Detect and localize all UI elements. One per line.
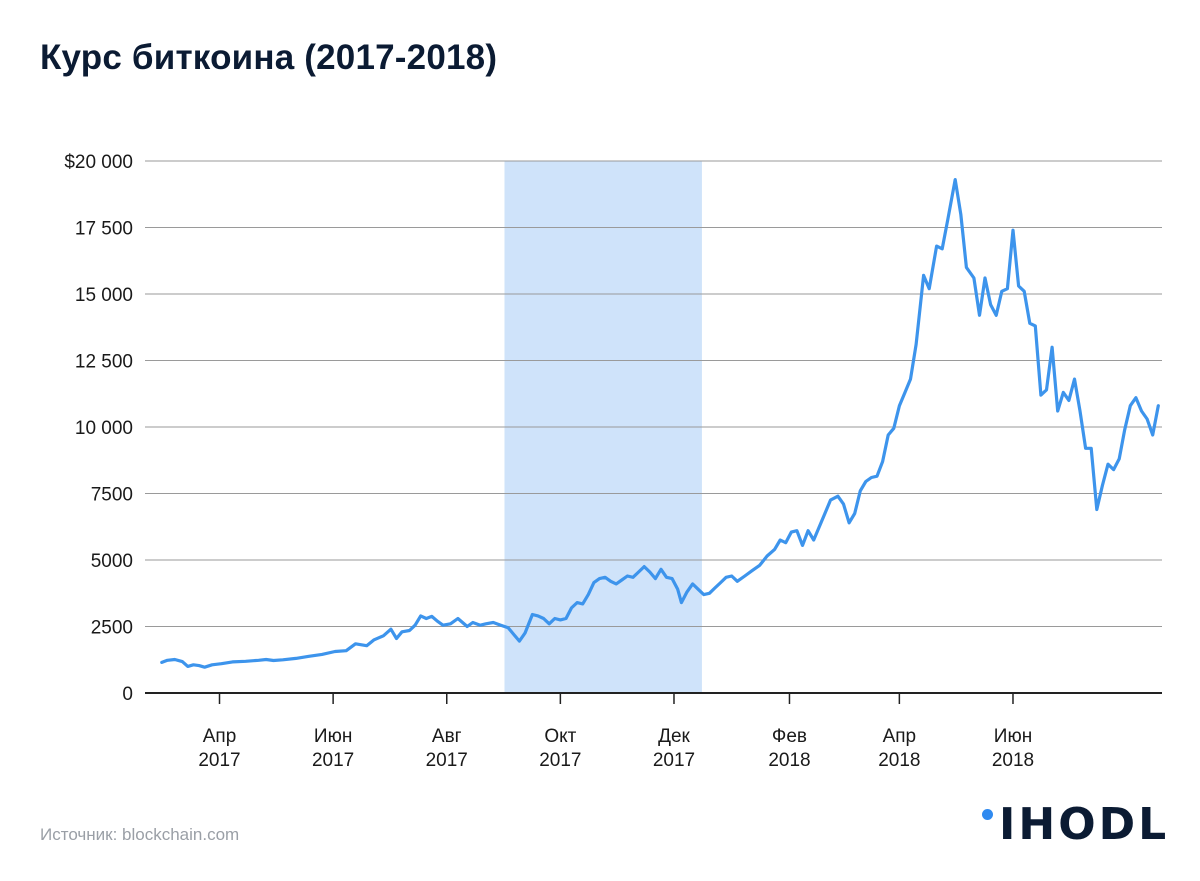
x-tick-year: 2017 (426, 750, 468, 771)
y-tick-label: $20 000 (64, 152, 133, 173)
price-series-line (160, 178, 1160, 669)
grid-lines (145, 160, 1162, 627)
x-axis: Апр 2017 Июн 2017 Авг 2017 Окт 2017 Дек 2017 Фев 20… (145, 692, 1162, 771)
y-tick-label: 2500 (91, 618, 133, 639)
y-axis-ticks: 0 2500 5000 7500 10 000 12 500 15 000 17 500 $20… (64, 152, 133, 705)
x-tick-year: 2017 (653, 750, 695, 771)
x-tick-year: 2018 (768, 750, 810, 771)
x-tick-month: Июн (994, 726, 1032, 747)
x-tick-month: Фев (772, 726, 807, 747)
y-tick-label: 12 500 (75, 352, 133, 373)
x-tick-year: 2017 (539, 750, 581, 771)
y-tick-label: 5000 (91, 551, 133, 572)
logo-dot-icon (982, 808, 993, 820)
y-tick-label: 0 (122, 684, 133, 705)
x-tick-month: Апр (883, 726, 917, 747)
x-tick-month: Апр (203, 726, 237, 747)
x-tick-year: 2018 (992, 750, 1034, 771)
x-tick-year: 2017 (312, 750, 354, 771)
x-tick-year: 2018 (878, 750, 920, 771)
x-tick-month: Июн (314, 726, 352, 747)
logo-text: IHODL (999, 799, 1170, 850)
y-tick-label: 10 000 (75, 418, 133, 439)
y-tick-label: 17 500 (75, 219, 133, 240)
x-tick-month: Дек (658, 726, 690, 747)
x-tick-month: Окт (544, 726, 576, 747)
chart-title: Курс биткоина (2017-2018) (40, 38, 498, 77)
ihodl-logo[interactable]: IHODL (982, 800, 1169, 850)
x-tick-year: 2017 (198, 750, 240, 771)
x-tick-month: Авг (432, 726, 462, 747)
source-note: Источник: blockchain.com (40, 825, 240, 844)
y-tick-label: 15 000 (75, 285, 133, 306)
y-tick-label: 7500 (91, 485, 133, 506)
